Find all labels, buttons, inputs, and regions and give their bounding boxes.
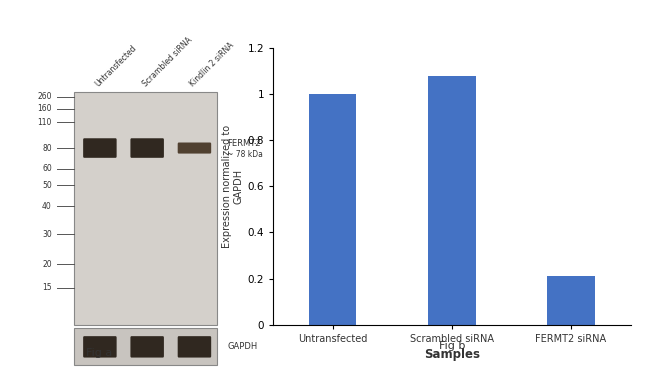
FancyBboxPatch shape [74, 92, 217, 325]
Text: GAPDH: GAPDH [227, 342, 257, 351]
Text: Scrambled siRNA: Scrambled siRNA [141, 36, 194, 89]
Text: Fig a: Fig a [86, 348, 112, 358]
Text: FERMT2: FERMT2 [227, 139, 261, 148]
Text: 15: 15 [42, 283, 52, 292]
FancyBboxPatch shape [131, 336, 164, 358]
Text: 50: 50 [42, 181, 52, 190]
Text: 160: 160 [37, 104, 52, 113]
FancyBboxPatch shape [83, 138, 116, 158]
Text: 80: 80 [42, 144, 52, 152]
Text: 60: 60 [42, 165, 52, 173]
Bar [428, 76, 476, 325]
FancyBboxPatch shape [83, 336, 116, 358]
Text: 260: 260 [37, 92, 52, 101]
Text: ~ 78 kDa: ~ 78 kDa [227, 150, 263, 159]
FancyBboxPatch shape [177, 336, 211, 358]
Text: 30: 30 [42, 230, 52, 238]
Bar [547, 276, 595, 325]
Bar [309, 94, 356, 325]
Y-axis label: Expression normalized to
GAPDH: Expression normalized to GAPDH [222, 125, 243, 248]
Text: 110: 110 [38, 118, 52, 127]
Text: 40: 40 [42, 202, 52, 211]
Text: Kindlin 2 siRNA: Kindlin 2 siRNA [188, 41, 236, 89]
Text: Fig b: Fig b [439, 341, 465, 351]
Text: 20: 20 [42, 260, 52, 269]
FancyBboxPatch shape [131, 138, 164, 158]
X-axis label: Samples: Samples [424, 348, 480, 361]
Text: Untransfected: Untransfected [94, 44, 138, 89]
FancyBboxPatch shape [177, 142, 211, 154]
FancyBboxPatch shape [74, 328, 217, 365]
